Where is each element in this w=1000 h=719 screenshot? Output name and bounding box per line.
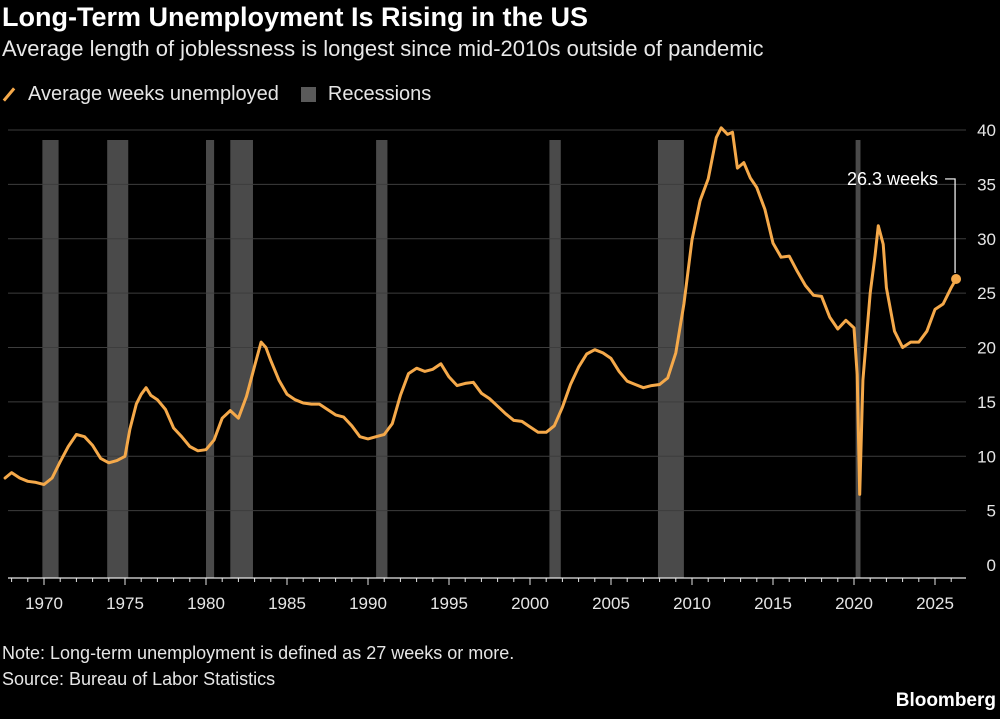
x-tick-label-2005: 2005 [592,594,630,613]
chart-subtitle: Average length of joblessness is longest… [2,36,764,61]
x-tick-label-2020: 2020 [835,594,873,613]
x-tick-label-1985: 1985 [268,594,306,613]
recession-band-1 [107,140,129,578]
x-tick-label-1975: 1975 [106,594,144,613]
y-tick-label-35: 35 [977,175,996,194]
legend-recession-label: Recessions [327,82,432,105]
series-layer [3,126,962,496]
series-endpoint-marker [951,273,962,284]
y-tick-label-0: 0 [987,556,996,575]
y-tick-label-40: 40 [977,121,996,140]
x-tick-label-1995: 1995 [430,594,468,613]
annotation-layer: 26.3 weeks [847,169,956,273]
recession-band-0 [42,140,59,578]
bloomberg-logo: Bloomberg [895,690,996,711]
source-text: Source: Bureau of Labor Statistics [2,669,276,689]
annotation-leader-line [945,178,956,273]
chart-title: Long-Term Unemployment Is Rising in the … [2,2,589,32]
x-tick-label-1980: 1980 [187,594,225,613]
legend-recession-swatch-icon [300,86,316,102]
x-tick-label-2015: 2015 [754,594,792,613]
x-tick-label-1990: 1990 [349,594,387,613]
recession-band-2 [206,140,215,578]
gridlines: 0 5 10 15 20 25 30 35 40 [8,121,996,575]
series-line-0 [3,126,958,496]
recession-band-7 [855,140,861,578]
recession-bands [42,140,861,578]
y-tick-label-5: 5 [987,502,996,521]
x-tick-label-2000: 2000 [511,594,549,613]
legend-line-swatch-icon [2,87,16,101]
y-tick-label-20: 20 [977,339,996,358]
y-tick-label-25: 25 [977,284,996,303]
recession-band-5 [549,140,561,578]
recession-band-3 [230,140,253,578]
y-tick-label-10: 10 [977,447,996,466]
footnote: Note: Long-term unemployment is defined … [2,643,515,663]
x-tick-label-2010: 2010 [673,594,711,613]
recession-band-6 [657,140,684,578]
recession-band-4 [376,140,388,578]
legend: Average weeks unemployed Recessions [2,82,431,106]
x-axis: 1970 1975 1980 1985 1990 1995 2000 2005 2010 2015… [8,577,966,613]
x-tick-label-1970: 1970 [25,594,63,613]
y-tick-label-15: 15 [977,393,996,412]
annotation-last-value: 26.3 weeks [847,169,938,189]
y-tick-label-30: 30 [977,230,996,249]
x-tick-label-2025: 2025 [916,594,954,613]
legend-series-label: Average weeks unemployed [28,82,279,105]
